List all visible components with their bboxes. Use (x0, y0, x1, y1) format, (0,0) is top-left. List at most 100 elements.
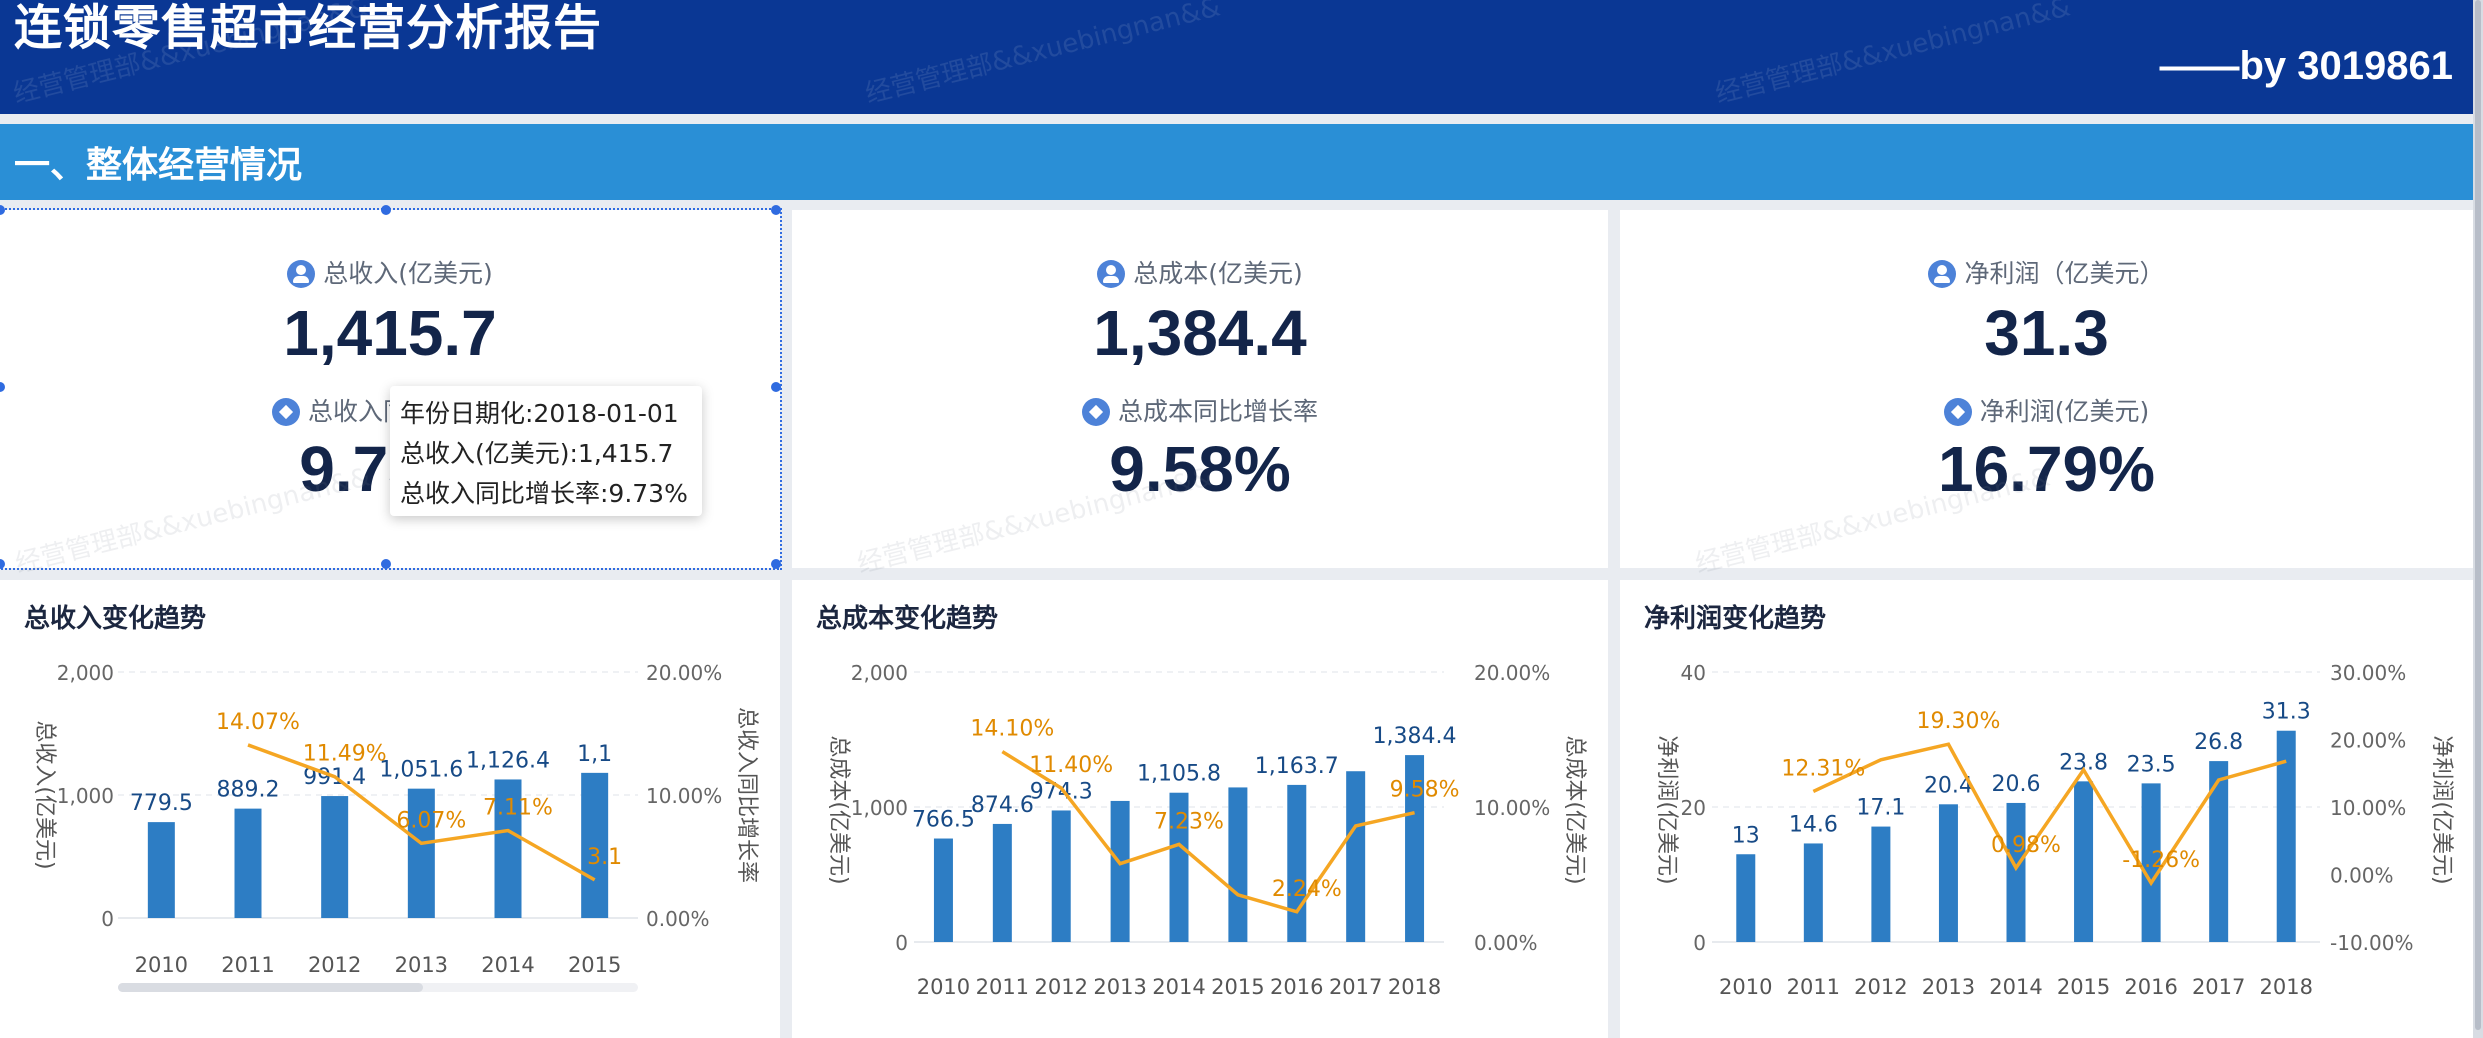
x-tick-label: 2012 (1854, 975, 1907, 999)
bar (2209, 761, 2229, 942)
x-tick-label: 2014 (1989, 975, 2042, 999)
y2-axis-title: 净利润(亿美元) (2429, 735, 2454, 884)
resize-handle[interactable] (771, 205, 781, 215)
rate-value-label: 6.07% (396, 808, 466, 833)
bar (1228, 787, 1248, 942)
x-tick-label: 2017 (2192, 975, 2245, 999)
chart-horizontal-scrollbar[interactable] (118, 983, 638, 992)
kpi-card-profit[interactable]: 净利润（亿美元） 31.3 净利润(亿美元) 16.79% 经营管理部&&xue… (1620, 210, 2473, 580)
resize-handle[interactable] (0, 205, 5, 215)
bar-value-label: 20.6 (1992, 772, 2041, 797)
y-axis-title: 总成本(亿美元) (826, 735, 851, 884)
kpi-label: 总成本(亿美元) (792, 254, 1608, 290)
chart-title: 总成本变化趋势 (816, 604, 999, 634)
resize-handle[interactable] (381, 559, 391, 569)
resize-handle[interactable] (0, 382, 5, 392)
bar-value-label: 1,051.6 (379, 758, 463, 783)
diamond-icon (1943, 398, 1972, 426)
bar (1287, 784, 1307, 942)
scrollbar-thumb[interactable] (118, 983, 423, 992)
x-tick-label: 2016 (2124, 975, 2177, 999)
x-tick-label: 2011 (976, 975, 1029, 999)
bar (933, 838, 953, 942)
bar-value-label: 13 (1732, 823, 1760, 848)
bar (1871, 826, 1891, 942)
rate-value-label: 2.24% (1272, 877, 1342, 902)
rate-value-label: 14.07% (216, 710, 300, 735)
resize-handle[interactable] (771, 559, 781, 569)
rate-line (1812, 742, 2287, 887)
x-tick-label: 2010 (135, 953, 188, 977)
y2-axis-title: 总成本(亿美元) (1562, 735, 1587, 884)
y2-tick-label: 20.00% (2330, 729, 2406, 753)
report-byline: ——by 3019861 (2159, 44, 2453, 88)
report-title: 连锁零售超市经营分析报告 (14, 0, 603, 56)
scrollbar-thumb[interactable] (2475, 0, 2481, 1030)
bar (2074, 781, 2094, 942)
cost-trend-chart: 总成本变化趋势 0 1,000 2,000 0.00% 10.00% 20.00% 总成本(… (792, 580, 1608, 1038)
y-tick-label: 40 (1681, 661, 1706, 685)
x-tick-label: 2010 (917, 975, 970, 999)
x-tick-label: 2018 (1388, 975, 1441, 999)
kpi-rate-label: 净利润(亿美元) (1620, 392, 2473, 428)
user-icon (1097, 260, 1126, 288)
bar (1405, 755, 1425, 942)
bar-value-label: 1,163.7 (1255, 754, 1339, 779)
bar-value-label: 779.5 (130, 791, 193, 816)
vertical-scrollbar[interactable] (2473, 0, 2483, 1038)
rate-line (1001, 750, 1415, 914)
y-tick-label: 2,000 (57, 661, 114, 685)
y-tick-label: 0 (895, 931, 908, 955)
x-tick-label: 2017 (1329, 975, 1382, 999)
rate-value-label: 3.1 (587, 845, 622, 870)
bar (2006, 802, 2026, 942)
rate-value-label: 11.49% (303, 742, 387, 767)
bar (2276, 730, 2296, 942)
resize-handle[interactable] (771, 382, 781, 392)
resize-handle[interactable] (0, 559, 5, 569)
y-axis-title: 净利润(亿美元) (1654, 735, 1679, 884)
bar-value-label: 1,126.4 (466, 748, 550, 773)
bar-value-label: 1,105.8 (1137, 762, 1221, 787)
bar (2141, 783, 2161, 942)
tooltip-line: 总收入(亿美元):1,415.7 (400, 439, 674, 468)
rate-value-label: 9.58% (1390, 778, 1460, 803)
section-title: 一、整体经营情况 (14, 145, 303, 186)
chart-svg: 0 1,000 2,000 0.00% 10.00% 20.00% 总收入(亿美元) 总收入同… (32, 661, 759, 977)
y-tick-label: 2,000 (851, 661, 908, 685)
bar-value-label: 874.6 (971, 793, 1034, 818)
chart-tooltip: 年份日期化:2018-01-01 总收入(亿美元):1,415.7 总收入同比增… (390, 386, 702, 516)
x-tick-label: 2011 (1787, 975, 1840, 999)
x-tick-label: 2013 (395, 953, 448, 977)
section-header: 一、整体经营情况 (0, 124, 2473, 200)
x-tick-label: 2012 (1034, 975, 1087, 999)
rate-value-label: 7.23% (1154, 809, 1224, 834)
x-tick-label: 2010 (1719, 975, 1772, 999)
resize-handle[interactable] (381, 205, 391, 215)
rate-value-label: 7.11% (483, 796, 553, 821)
x-tick-label: 2011 (221, 953, 274, 977)
rate-value-label: -1.26% (2122, 848, 2200, 873)
watermark: 经营管理部&&xuebingnan&& (1712, 0, 2074, 110)
bar-value-label: 26.8 (2194, 730, 2243, 755)
chart-title: 总收入变化趋势 (24, 604, 207, 634)
y2-tick-label: 0.00% (2330, 864, 2394, 888)
kpi-card-cost[interactable]: 总成本(亿美元) 1,384.4 总成本同比增长率 9.58% 经营管理部&&x… (792, 210, 1608, 580)
kpi-value: 1,415.7 (283, 297, 497, 369)
kpi-value: 31.3 (1984, 297, 2109, 369)
kpi-label: 净利润（亿美元） (1620, 254, 2473, 290)
bar (1938, 804, 1958, 942)
tooltip-line: 总收入同比增长率:9.73% (400, 479, 688, 508)
y-tick-label: 20 (1681, 796, 1706, 820)
bar (1110, 800, 1130, 942)
x-tick-label: 2015 (2057, 975, 2110, 999)
y2-tick-label: 10.00% (2330, 796, 2406, 820)
x-tick-label: 2014 (481, 953, 534, 977)
bar-value-label: 14.6 (1789, 812, 1838, 837)
bar (1169, 792, 1189, 942)
rate-value-label: 14.10% (970, 717, 1054, 742)
y2-tick-label: 10.00% (646, 784, 722, 808)
y-tick-label: 1,000 (851, 796, 908, 820)
kpi-label: 总收入(亿美元) (0, 254, 780, 290)
y2-tick-label: -10.00% (2330, 931, 2413, 955)
